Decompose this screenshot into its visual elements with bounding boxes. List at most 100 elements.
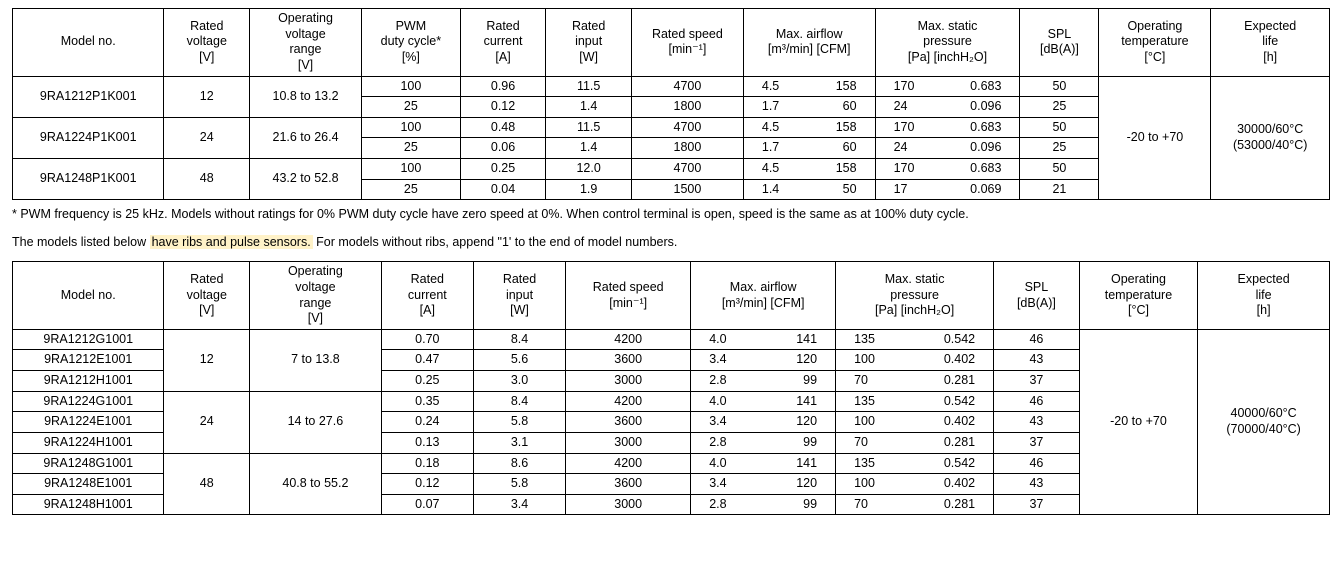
cell-static-pressure: 1000.402 (836, 350, 994, 371)
cell-current: 0.07 (381, 494, 473, 515)
cell-spl: 37 (994, 494, 1080, 515)
table-b-intro: The models listed below have ribs and pu… (12, 234, 1330, 252)
cell-speed: 1500 (631, 179, 743, 200)
cell-spl: 37 (994, 432, 1080, 453)
cell-model: 9RA1224P1K001 (13, 117, 164, 158)
pwm-footnote: * PWM frequency is 25 kHz. Models withou… (12, 206, 1330, 224)
cell-input: 8.4 (473, 391, 565, 412)
hdr-otemp: Operatingtemperature[°C] (1079, 262, 1198, 330)
cell-voltage: 24 (164, 117, 250, 158)
cell-spl: 37 (994, 371, 1080, 392)
cell-input: 11.5 (546, 76, 632, 97)
cell-airflow: 1.760 (743, 97, 875, 118)
cell-airflow: 4.0141 (691, 391, 836, 412)
cell-model: 9RA1212G1001 (13, 329, 164, 350)
cell-voltage: 48 (164, 453, 250, 515)
cell-current: 0.70 (381, 329, 473, 350)
cell-current: 0.24 (381, 412, 473, 433)
intro-highlight: have ribs and pulse sensors. (150, 235, 313, 249)
cell-ovr: 21.6 to 26.4 (250, 117, 362, 158)
cell-input: 8.4 (473, 329, 565, 350)
hdr-speed: Rated speed[min⁻¹] (631, 9, 743, 77)
cell-airflow: 4.5158 (743, 117, 875, 138)
cell-model: 9RA1224E1001 (13, 412, 164, 433)
cell-current: 0.06 (460, 138, 546, 159)
cell-model: 9RA1248P1K001 (13, 159, 164, 200)
hdr-statpr: Max. staticpressure[Pa] [inchH₂O] (875, 9, 1020, 77)
cell-speed: 4700 (631, 159, 743, 180)
cell-model: 9RA1248H1001 (13, 494, 164, 515)
cell-model: 9RA1212E1001 (13, 350, 164, 371)
cell-pwm: 100 (361, 159, 460, 180)
table-b-body: 9RA1212G1001127 to 13.80.708.442004.0141… (13, 329, 1330, 515)
cell-voltage: 24 (164, 391, 250, 453)
cell-current: 0.96 (460, 76, 546, 97)
cell-static-pressure: 1000.402 (836, 412, 994, 433)
intro-pre: The models listed below (12, 235, 150, 249)
cell-speed: 3600 (566, 350, 691, 371)
cell-pwm: 100 (361, 76, 460, 97)
cell-speed: 1800 (631, 97, 743, 118)
cell-speed: 4700 (631, 117, 743, 138)
hdr-input: Ratedinput[W] (546, 9, 632, 77)
cell-current: 0.12 (381, 474, 473, 495)
cell-input: 5.8 (473, 412, 565, 433)
cell-model: 9RA1224G1001 (13, 391, 164, 412)
hdr-otemp: Operatingtemperature[°C] (1099, 9, 1211, 77)
cell-life: 40000/60°C(70000/40°C) (1198, 329, 1330, 515)
cell-speed: 3600 (566, 412, 691, 433)
cell-input: 5.8 (473, 474, 565, 495)
cell-input: 8.6 (473, 453, 565, 474)
cell-input: 1.4 (546, 97, 632, 118)
cell-otemp: -20 to +70 (1079, 329, 1198, 515)
cell-model: 9RA1212P1K001 (13, 76, 164, 117)
cell-model: 9RA1224H1001 (13, 432, 164, 453)
cell-current: 0.25 (460, 159, 546, 180)
cell-airflow: 4.5158 (743, 76, 875, 97)
cell-spl: 50 (1020, 159, 1099, 180)
cell-airflow: 3.4120 (691, 350, 836, 371)
cell-otemp: -20 to +70 (1099, 76, 1211, 200)
spec-table-b: Model no. Ratedvoltage[V] Operatingvolta… (12, 261, 1330, 515)
cell-static-pressure: 700.281 (836, 494, 994, 515)
cell-current: 0.25 (381, 371, 473, 392)
table-b-head: Model no. Ratedvoltage[V] Operatingvolta… (13, 262, 1330, 330)
cell-static-pressure: 1700.683 (875, 159, 1020, 180)
cell-speed: 4200 (566, 329, 691, 350)
cell-input: 11.5 (546, 117, 632, 138)
cell-static-pressure: 1350.542 (836, 453, 994, 474)
cell-speed: 4200 (566, 453, 691, 474)
cell-static-pressure: 1350.542 (836, 329, 994, 350)
hdr-life: Expectedlife[h] (1198, 262, 1330, 330)
cell-airflow: 2.899 (691, 494, 836, 515)
cell-speed: 3000 (566, 432, 691, 453)
cell-life: 30000/60°C(53000/40°C) (1211, 76, 1330, 200)
cell-ovr: 43.2 to 52.8 (250, 159, 362, 200)
cell-airflow: 3.4120 (691, 412, 836, 433)
cell-static-pressure: 240.096 (875, 97, 1020, 118)
cell-voltage: 12 (164, 329, 250, 391)
cell-model: 9RA1248G1001 (13, 453, 164, 474)
hdr-pwm: PWMduty cycle*[%] (361, 9, 460, 77)
cell-spl: 43 (994, 474, 1080, 495)
cell-spl: 43 (994, 412, 1080, 433)
cell-speed: 3000 (566, 494, 691, 515)
hdr-statpr: Max. staticpressure[Pa] [inchH₂O] (836, 262, 994, 330)
cell-pwm: 25 (361, 97, 460, 118)
cell-spl: 50 (1020, 76, 1099, 97)
cell-input: 3.1 (473, 432, 565, 453)
cell-airflow: 4.0141 (691, 453, 836, 474)
cell-airflow: 1.450 (743, 179, 875, 200)
hdr-current: Ratedcurrent[A] (460, 9, 546, 77)
cell-static-pressure: 700.281 (836, 371, 994, 392)
cell-current: 0.48 (460, 117, 546, 138)
cell-spl: 46 (994, 329, 1080, 350)
cell-model: 9RA1212H1001 (13, 371, 164, 392)
cell-airflow: 4.0141 (691, 329, 836, 350)
cell-current: 0.18 (381, 453, 473, 474)
cell-airflow: 2.899 (691, 371, 836, 392)
cell-ovr: 14 to 27.6 (250, 391, 382, 453)
hdr-airflow: Max. airflow[m³/min] [CFM] (743, 9, 875, 77)
cell-ovr: 7 to 13.8 (250, 329, 382, 391)
cell-airflow: 3.4120 (691, 474, 836, 495)
